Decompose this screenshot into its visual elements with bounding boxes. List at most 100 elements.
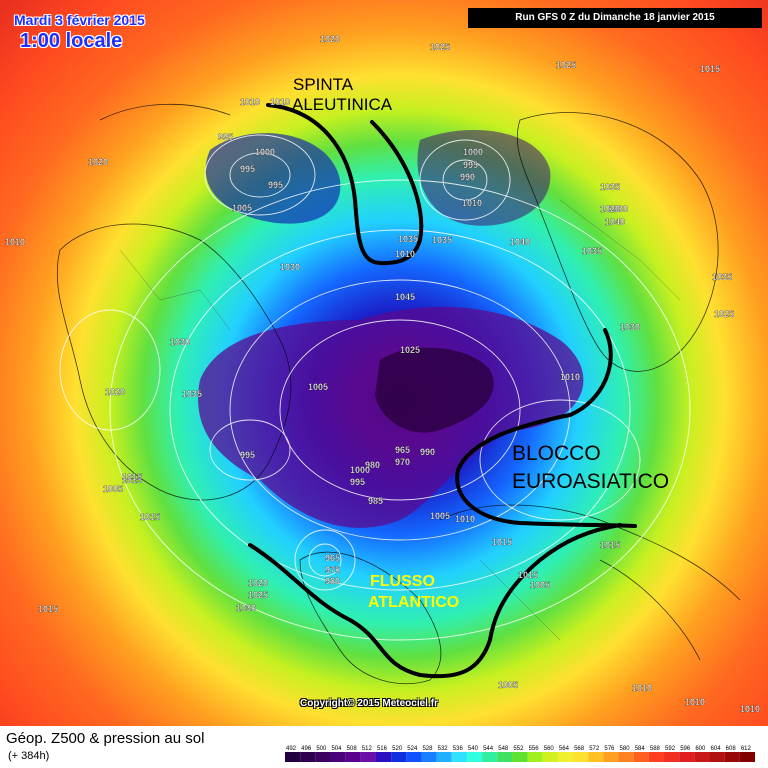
- pressure-value-label: 995: [218, 132, 233, 142]
- pressure-value-label: 1020: [105, 387, 125, 397]
- pressure-value-label: 1035: [432, 235, 452, 245]
- colorbar-swatch: [588, 752, 604, 762]
- pressure-value-label: 1005: [232, 203, 252, 213]
- aleutian-label-line2: ALEUTINICA: [292, 95, 393, 114]
- pressure-value-label: 1010: [632, 683, 652, 693]
- colorbar-swatch: [345, 752, 361, 762]
- colorbar-tick-label: 592: [665, 746, 676, 752]
- pressure-value-label: 995: [350, 477, 365, 487]
- colorbar-swatch: [375, 752, 392, 762]
- colorbar-swatch: [739, 752, 755, 762]
- colorbar-tick-label: 608: [726, 746, 737, 752]
- pressure-value-label: 1040: [605, 217, 625, 227]
- colorbar-tick-label: 540: [468, 746, 479, 752]
- annotation-lines: [248, 103, 637, 679]
- colorbar-tick-label: 600: [695, 746, 706, 752]
- pressure-value-label: 1015: [122, 475, 142, 485]
- colorbar-swatch: [451, 752, 467, 762]
- pacific-low-blob: [205, 133, 341, 224]
- pressure-value-label: 1000: [463, 147, 483, 157]
- pressure-value-label: 1015: [492, 537, 512, 547]
- time-label: 1:00 locale: [20, 30, 123, 52]
- pressure-value-label: 1030: [170, 337, 190, 347]
- pressure-value-label: 1035: [600, 182, 620, 192]
- colorbar-swatch: [466, 752, 483, 762]
- colorbar-swatch: [664, 752, 680, 762]
- colorbar-tick-label: 556: [529, 746, 540, 752]
- colorbar-swatch: [679, 752, 695, 762]
- colorbar-swatch: [360, 752, 376, 762]
- colorbar-swatch: [300, 752, 316, 762]
- pressure-value-label: 1015: [140, 512, 160, 522]
- vortex-dark-center: [375, 347, 494, 433]
- colorbar-tick-label: 596: [680, 746, 691, 752]
- pressure-value-label: 1020: [320, 34, 340, 44]
- colorbar-swatch: [542, 752, 558, 762]
- run-info-box: Run GFS 0 Z du Dimanche 18 janvier 2015: [468, 8, 762, 28]
- pressure-value-label: 980: [365, 460, 380, 470]
- colorbar-swatch: [573, 752, 589, 762]
- colorbar-swatch: [633, 752, 649, 762]
- colorbar-tick-label: 576: [604, 746, 615, 752]
- colorbar-tick-label: 604: [711, 746, 722, 752]
- colorbar-tick-label: 508: [347, 746, 358, 752]
- colorbar-tick-label: 548: [498, 746, 509, 752]
- colorbar-swatch: [648, 752, 665, 762]
- pressure-value-label: 1025: [430, 42, 450, 52]
- colorbar-tick-label: 580: [620, 746, 631, 752]
- pressure-value-label: 1010: [455, 514, 475, 524]
- pressure-value-label: 965: [395, 445, 410, 455]
- colorbar-swatch: [436, 752, 452, 762]
- country-borders: [119, 199, 681, 641]
- aleutian-label-line1: SPINTA: [293, 75, 354, 94]
- siberian-low-blob: [417, 130, 551, 226]
- colorbar-tick-label: 612: [741, 746, 752, 752]
- pressure-value-label: 1045: [395, 292, 415, 302]
- colorbar-swatch: [391, 752, 407, 762]
- pressure-value-label: 990: [420, 447, 435, 457]
- colorbar-tick-label: 532: [438, 746, 449, 752]
- pressure-value-label: 995: [463, 160, 478, 170]
- pressure-value-label: 970: [395, 457, 410, 467]
- colorbar-swatch: [557, 752, 574, 762]
- pressure-value-label: 1005: [308, 382, 328, 392]
- pressure-value-label: 1010: [685, 697, 705, 707]
- pressure-value-label: 975: [325, 565, 340, 575]
- colorbar-tick-label: 536: [453, 746, 464, 752]
- pressure-value-label: 1025: [400, 345, 420, 355]
- annotation-texts: SPINTA ALEUTINICA BLOCCO EUROASIATICO FL…: [292, 75, 669, 611]
- pressure-value-label: 1015: [122, 472, 142, 482]
- colorbar-swatch: [482, 752, 498, 762]
- pressure-value-label: 1035: [398, 234, 418, 244]
- pressure-value-label: 1000: [350, 465, 370, 475]
- pressure-value-label: 1020: [600, 204, 620, 214]
- colorbar-swatch: [421, 752, 437, 762]
- color-scale-bar: 492 496 500 504 508 512 516 520 524 528 532 536 540 5…: [285, 746, 755, 762]
- pressure-value-label: 985: [368, 496, 383, 506]
- euroasian-label-line2: EUROASIATICO: [512, 470, 669, 493]
- pressure-value-label: 1005: [498, 680, 518, 690]
- pressure-value-label: 1015: [600, 540, 620, 550]
- geopotential-map: [0, 0, 768, 726]
- pressure-value-label: 990: [460, 172, 475, 182]
- pressure-value-label: 1030: [620, 322, 640, 332]
- colorbar-tick-label: 528: [422, 746, 433, 752]
- colorbar-swatch: [497, 752, 513, 762]
- pressure-value-label: 980: [325, 576, 340, 586]
- colorbar-tick-label: 516: [377, 746, 388, 752]
- pressure-value-label: 1035: [182, 389, 202, 399]
- colorbar-tick-label: 572: [589, 746, 600, 752]
- pressure-value-label: 1015: [518, 570, 538, 580]
- pressure-labels: 1020 1010 1025 1025 1015 1010 1015 1015 1020 995 1…: [5, 34, 760, 714]
- euroasian-block-line: [455, 328, 637, 528]
- euroasian-label-line1: BLOCCO: [512, 442, 601, 465]
- coastlines: [56, 103, 741, 685]
- pressure-value-label: 1005: [530, 580, 550, 590]
- pressure-value-label: 1010: [240, 97, 260, 107]
- pressure-value-label: 1010: [740, 704, 760, 714]
- colorbar-tick-label: 568: [574, 746, 585, 752]
- colorbar-tick-label: 520: [392, 746, 403, 752]
- atlantic-flow-line: [248, 523, 622, 679]
- colorbar-tick-label: 544: [483, 746, 494, 752]
- colorbar-tick-label: 504: [331, 746, 342, 752]
